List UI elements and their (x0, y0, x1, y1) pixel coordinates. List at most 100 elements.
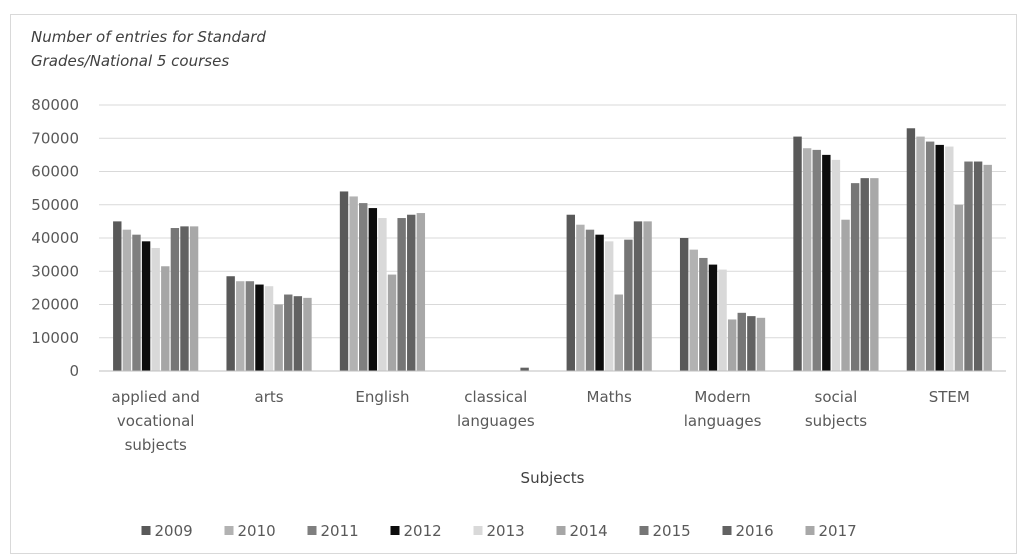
legend-label: 2017 (819, 522, 857, 540)
bar-2017 (189, 226, 199, 371)
legend-swatch-2015 (639, 526, 649, 535)
bar-2017 (870, 178, 879, 371)
x-tick-label: classical (464, 388, 527, 406)
y-tick-label: 10000 (31, 329, 79, 347)
bar-2009 (679, 238, 689, 371)
gridlines (99, 104, 1006, 339)
bar-2011 (812, 149, 821, 371)
bar-2012 (255, 284, 264, 371)
legend-swatch-2010 (224, 526, 234, 535)
bar-2016 (293, 296, 303, 371)
x-tick-label: English (355, 388, 409, 406)
bar-2015 (284, 294, 293, 371)
y-tick-label: 30000 (31, 262, 79, 280)
x-tick-label: languages (457, 412, 535, 430)
bar-2016 (747, 316, 756, 371)
y-tick-label: 0 (69, 362, 79, 380)
bar-2011 (245, 281, 255, 371)
bar-2011 (699, 257, 708, 371)
y-tick-label: 40000 (31, 229, 79, 247)
x-tick-label: subjects (125, 436, 187, 454)
bar-2017 (303, 297, 312, 371)
bar-2016 (633, 221, 643, 371)
legend-label: 2011 (321, 522, 359, 540)
bar-2015 (850, 183, 860, 371)
bar-2014 (614, 294, 623, 371)
bar-2016 (860, 178, 869, 371)
bar-2009 (566, 214, 575, 371)
bar-2009 (793, 136, 802, 371)
bar-2012 (368, 208, 378, 371)
legend-label: 2013 (487, 522, 525, 540)
bar-2017 (416, 213, 426, 371)
bar-2014 (841, 219, 850, 371)
legend-swatch-2014 (556, 526, 566, 535)
bar-2014 (274, 304, 283, 371)
bar-2015 (624, 239, 633, 371)
bar-2013 (831, 159, 841, 371)
legend-label: 2014 (570, 522, 608, 540)
legend-label: 2010 (238, 522, 276, 540)
bar-2016 (520, 367, 529, 371)
x-axis-ticks: applied and vocational subjects arts English… (112, 388, 970, 454)
bar-2013 (604, 241, 614, 371)
bar-2010 (236, 281, 245, 371)
y-tick-label: 80000 (31, 96, 79, 114)
bar-2016 (180, 226, 189, 371)
y-tick-label: 20000 (31, 296, 79, 314)
x-tick-label: Modern (694, 388, 750, 406)
x-tick-label: vocational (117, 412, 195, 430)
y-axis-ticks: 0 10000 20000 30000 40000 50000 60000 70000 8000… (31, 96, 79, 380)
bars (113, 128, 992, 371)
bar-2009 (113, 221, 122, 371)
chart-title-line: Number of entries for Standard (31, 28, 266, 46)
chart-title: Number of entries for Standard Grades/Nat… (31, 28, 266, 70)
bar-2017 (643, 221, 652, 371)
legend-label: 2016 (736, 522, 774, 540)
bar-2013 (151, 247, 160, 371)
legend-label: 2015 (653, 522, 691, 540)
bar-2017 (756, 317, 766, 371)
chart-svg: Number of entries for Standard Grades/Nat… (31, 28, 1006, 540)
bar-2014 (161, 266, 170, 371)
bar-2009 (906, 128, 916, 371)
bar-2012 (141, 241, 151, 371)
x-tick-label: social (815, 388, 858, 406)
chart-title-line: Grades/National 5 courses (31, 52, 229, 70)
bar-2012 (935, 144, 944, 371)
bar-2013 (264, 286, 274, 371)
legend-swatch-2011 (307, 526, 317, 535)
bar-2010 (802, 148, 812, 371)
bar-2015 (737, 312, 746, 371)
legend-swatch-2009 (141, 526, 151, 535)
bar-2015 (170, 228, 180, 371)
legend-swatch-2012 (390, 526, 400, 535)
bar-2015 (964, 161, 973, 371)
x-axis-title: Subjects (521, 469, 585, 487)
x-tick-label: languages (684, 412, 762, 430)
legend-swatch-2017 (805, 526, 815, 535)
bar-2013 (718, 269, 727, 371)
legend-swatch-2016 (722, 526, 732, 535)
bar-2016 (973, 161, 983, 371)
x-tick-label: arts (255, 388, 284, 406)
bar-2014 (954, 204, 964, 371)
legend-swatch-2013 (473, 526, 483, 535)
bar-2012 (595, 234, 604, 371)
bar-2011 (359, 203, 368, 371)
bar-2012 (822, 154, 831, 371)
bar-2012 (708, 264, 718, 371)
bar-2014 (727, 319, 737, 371)
bar-2013 (945, 146, 954, 371)
bar-2014 (387, 274, 397, 371)
bar-2010 (689, 249, 698, 371)
y-tick-label: 70000 (31, 129, 79, 147)
bar-2016 (407, 214, 416, 371)
x-tick-label: STEM (929, 388, 970, 406)
bar-2011 (132, 234, 141, 371)
x-tick-label: subjects (805, 412, 867, 430)
y-tick-label: 50000 (31, 196, 79, 214)
x-tick-label: applied and (112, 388, 200, 406)
bar-2011 (925, 141, 935, 371)
bar-2009 (339, 191, 349, 371)
